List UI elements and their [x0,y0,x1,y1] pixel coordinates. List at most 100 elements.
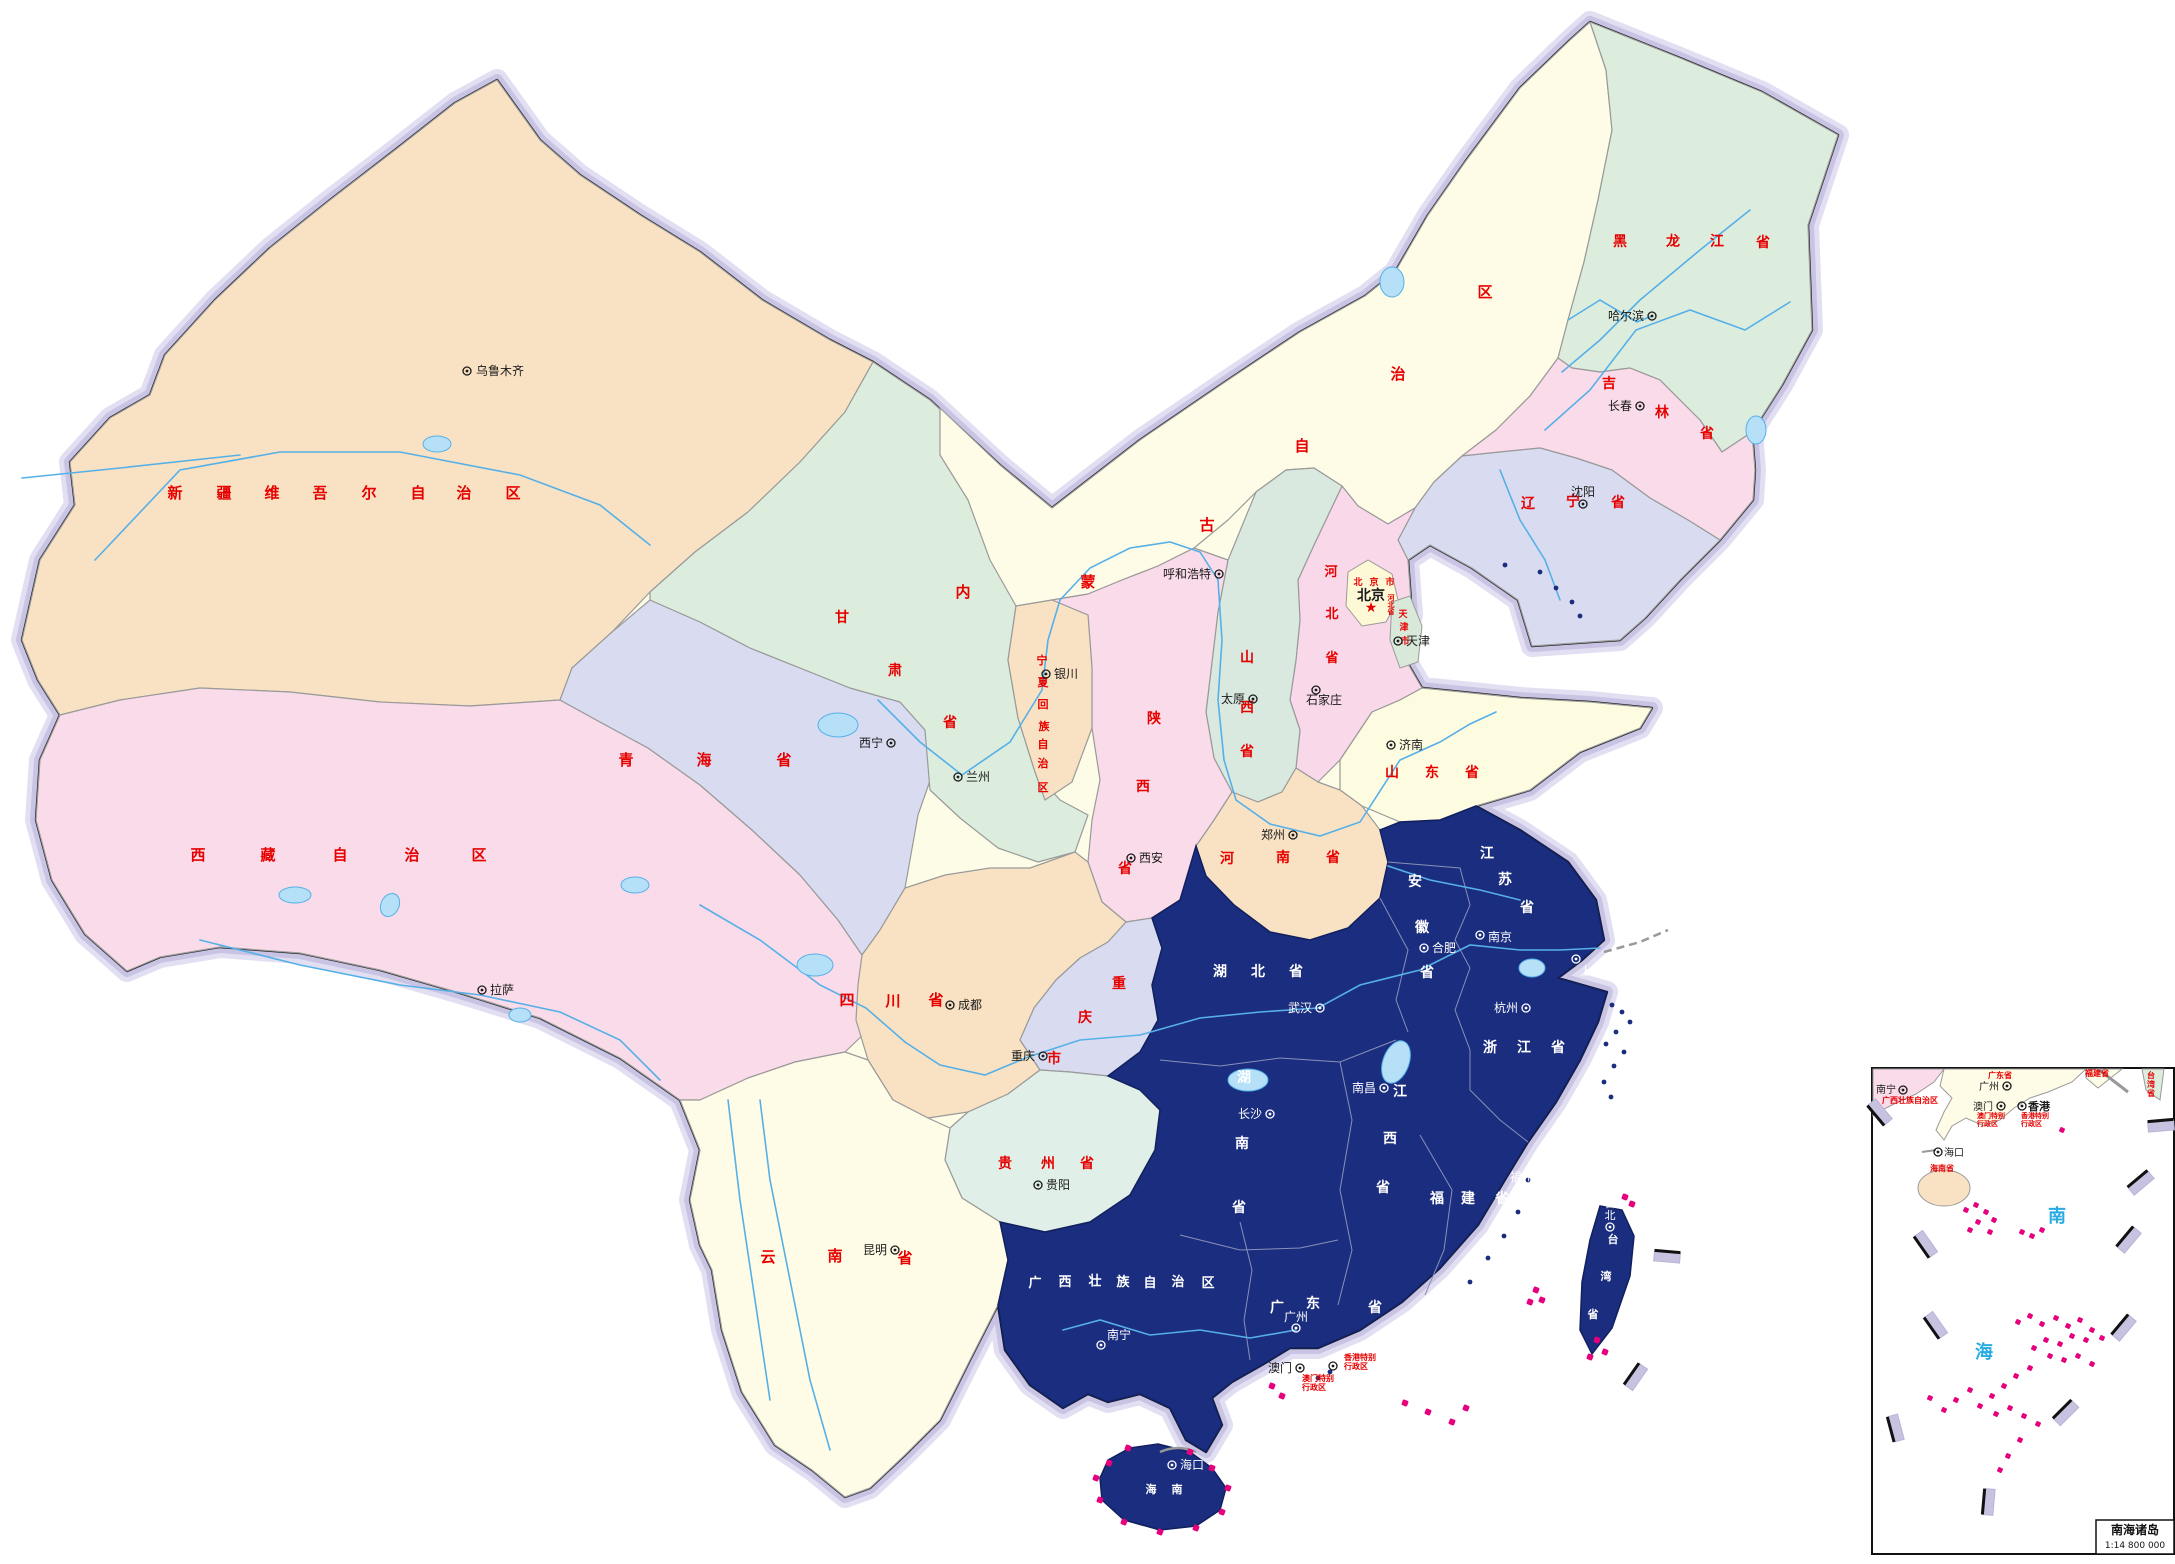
city-label: 杭州 [1494,1000,1518,1015]
inset-island-dot [1989,1393,1995,1399]
inset-island-dot [2039,1227,2045,1233]
inset-island-dot [2005,1453,2011,1459]
province-label-char: 市 [1047,1050,1061,1067]
inset-island-dot [2043,1337,2049,1343]
island-dot-magenta [1448,1418,1456,1426]
province-label-zhejiang: 浙江省 [1483,1039,1565,1056]
city-南京: 南京 [1475,929,1512,944]
svg-text:广西壮族自治区: 广西壮族自治区 [1882,1095,1938,1105]
province-label-char: 津 [1399,621,1408,633]
province-label-char: 夏 [1038,676,1050,689]
province-label-char: 海 [696,751,711,769]
city-label: 长沙 [1238,1107,1262,1121]
province-label-jiangsu: 江苏省 [1480,845,1534,916]
island-dot-magenta [1586,1353,1594,1361]
province-label-char: 天 [1398,609,1408,620]
province-label-char: 省 [1464,764,1479,781]
province-label-char: 新 [167,484,182,502]
navy-internal-border-1 [1454,967,1471,1090]
province-label-char: 重 [1112,975,1126,992]
province-label-char: 吉 [1602,375,1616,392]
province-label-char: 云 [760,1248,775,1266]
province-label-char: 龙 [1665,233,1680,250]
province-label-shaanxi: 陕西省 [1117,710,1161,877]
inset-island-dot [2035,1421,2041,1427]
province-label-char: 省 [1325,849,1340,866]
island-dot-magenta [1268,1382,1276,1390]
coastal-island-dot [1627,1019,1633,1025]
inset-taiwan [2141,1068,2165,1101]
river-7 [199,939,661,1081]
city-label: 乌鲁木齐 [476,363,524,378]
province-label-yunnan: 云南省 [760,1247,912,1267]
city-label: 重庆 [1011,1049,1035,1063]
coastal-island-dot [1525,1177,1531,1183]
city-label: 北京 [1357,587,1385,604]
city-天津: 天津 [1393,634,1430,648]
inset-neatline [2097,1067,2129,1094]
province-label-char: 疆 [216,484,231,502]
province-label-char: 西 [1240,700,1254,716]
province-label-heilongjiang: 黑龙江省 [1613,233,1770,251]
city-label: 郑州 [1261,827,1285,842]
province-label-char: 区 [471,846,486,864]
coastal-island-dot [1621,1049,1627,1055]
south-china-sea-inset: 广西壮族自治区广东省 福建省 台湾省海南省澳门特别行政区香港特别行政区南宁 广州澳门香… [1866,1067,2175,1555]
province-label-char: 省 [1324,650,1338,666]
province-label-char: 浙 [1483,1039,1497,1056]
province-label-char: 市 [1400,635,1409,647]
inset-guangdong [1935,1068,2088,1141]
inset-island-dot [1975,1219,1981,1225]
river-5 [1561,209,1751,373]
island-dot-magenta [1208,1464,1216,1472]
province-label-hunan: 湖南省 [1231,1070,1251,1216]
inset-red-label: 行政区 [2020,1119,2042,1128]
province-label-char: 台 [1608,1232,1619,1246]
inset-dash-line-bar [2051,1398,2080,1427]
inset-island-dot [1993,1411,1999,1417]
city-label: 贵阳 [1046,1178,1070,1192]
inset-city-海口: 海口 [1933,1146,1964,1159]
city-marker [1419,943,1429,953]
province-label-char: 江 [1710,233,1724,250]
city-marker [1379,1083,1389,1093]
sar-label-line: 行政区 [1301,1382,1326,1392]
province-label-char: 西 [190,846,205,864]
island-dot-magenta [1462,1404,1470,1412]
city-label: 南宁 [1107,1327,1131,1342]
inset-red-label: 福建省 [2084,1068,2109,1078]
island-dot-magenta [1156,1528,1164,1536]
inset-frame [1871,1067,2175,1555]
dash-line-bar [1622,1362,1649,1392]
svg-text:澳门特别: 澳门特别 [1977,1111,2005,1120]
inset-island-dot [2057,1341,2063,1347]
coastal-island-dot [1327,1369,1333,1375]
province-label-char: 省 [942,714,957,731]
inset-island-dot [1997,1467,2003,1473]
inset-city-广州: 广州 [1979,1081,2012,1093]
coastal-island-dot [1537,569,1543,575]
province-label-char: 林 [1655,404,1669,421]
city-label: 北 [1605,1209,1616,1222]
svg-text:福建省: 福建省 [2084,1068,2109,1078]
city-label: 太原 [1221,691,1245,706]
city-marker [1898,1085,1908,1095]
city-南昌: 南昌 [1352,1080,1389,1095]
inset-island-dot [2027,1313,2033,1319]
province-label-char: 南 [827,1247,842,1265]
province-label-shandong: 山东省 [1385,764,1479,781]
city-marker [1295,1363,1305,1373]
sea-bridge-line [1603,928,1669,954]
river-1 [21,454,241,479]
city-贵阳: 贵阳 [1033,1178,1070,1192]
coastal-island-dot [1553,585,1559,591]
island-dot-magenta [1218,1508,1226,1516]
inset-island-dot [1967,1387,1973,1393]
capital-star-icon: ★ [1365,600,1378,616]
inset-island-dot [1983,1209,1989,1215]
inset-island-dot [2047,1353,2053,1359]
lake-8 [620,876,650,894]
inset-dash-line-bar [1866,1098,1893,1127]
city-marker [1315,1003,1325,1013]
